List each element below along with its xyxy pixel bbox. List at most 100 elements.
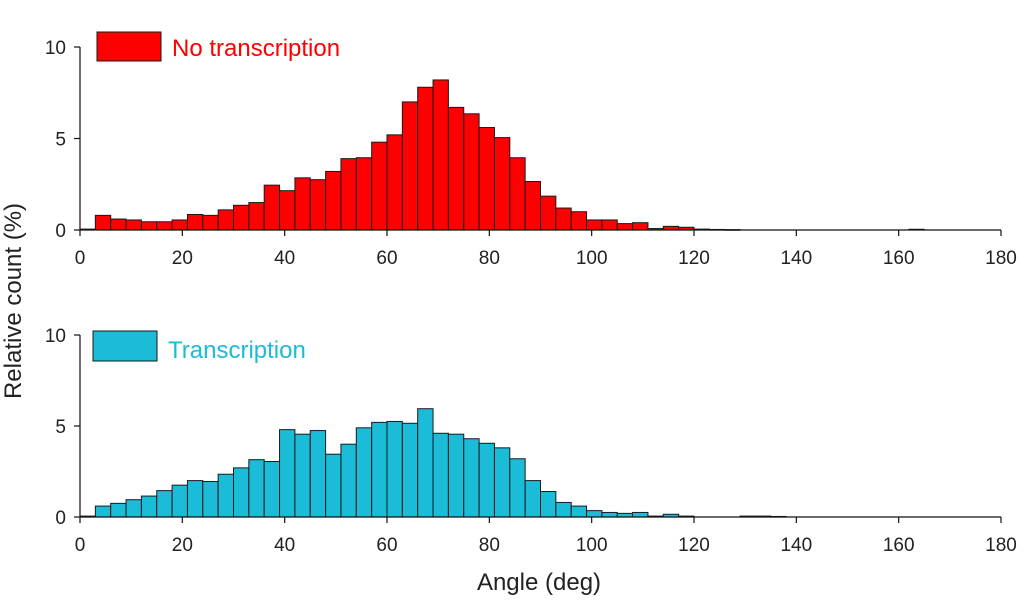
legend-swatch-no-transcription xyxy=(96,31,162,62)
histogram-bar xyxy=(156,221,173,231)
histogram-bar xyxy=(309,430,327,518)
histogram-bar xyxy=(355,157,373,231)
histogram-bar xyxy=(186,213,204,231)
x-tick-label: 60 xyxy=(376,248,397,269)
histogram-bar xyxy=(325,453,342,518)
x-tick-label: 140 xyxy=(780,535,812,556)
histogram-bar xyxy=(601,219,618,231)
histogram-bar xyxy=(202,481,219,518)
histogram-bar xyxy=(371,141,388,231)
bars-transcription xyxy=(79,408,787,518)
histogram-bar xyxy=(447,433,465,518)
histogram-bar xyxy=(294,433,311,518)
histogram-bar xyxy=(110,502,127,518)
histogram-bar xyxy=(186,480,204,518)
x-tick-label: 160 xyxy=(883,248,915,269)
histogram-bar xyxy=(248,202,265,231)
histogram-bar xyxy=(555,501,572,518)
histogram-bar xyxy=(94,505,112,518)
histogram-bar xyxy=(401,101,419,231)
panel-transcription: 0 20 40 60 80 100 120 140 160 180 0 5 10 Transcripti… xyxy=(45,326,1017,556)
x-tick-label: 80 xyxy=(479,248,500,269)
y-tick-label: 0 xyxy=(55,221,66,242)
y-axis-title: Relative count (%) xyxy=(0,203,27,399)
histogram-bar xyxy=(263,184,281,231)
x-tick-label: 20 xyxy=(172,248,193,269)
histogram-bar xyxy=(401,422,419,518)
axes-transcription: 0 20 40 60 80 100 120 140 160 180 0 5 10 xyxy=(45,326,1017,556)
x-tick-label: 160 xyxy=(883,535,915,556)
histogram-bar xyxy=(524,181,542,231)
histogram-bar xyxy=(340,443,357,518)
histogram-bar xyxy=(540,491,557,518)
histogram-bar xyxy=(279,429,296,518)
x-axis-title: Angle (deg) xyxy=(477,569,601,596)
histogram-bar xyxy=(125,499,142,518)
y-tick-label: 5 xyxy=(55,130,66,151)
x-tick-label: 40 xyxy=(274,535,295,556)
histogram-bar xyxy=(417,86,434,231)
y-tick-label: 10 xyxy=(45,38,66,59)
histogram-bar xyxy=(140,221,158,231)
x-tick-label: 140 xyxy=(780,248,812,269)
legend-swatch-transcription xyxy=(92,330,158,362)
histogram-bar xyxy=(524,480,542,518)
histogram-bar xyxy=(432,79,449,231)
x-tick-label: 180 xyxy=(985,248,1017,269)
histogram-bar xyxy=(447,106,465,231)
histogram-bar xyxy=(248,459,265,518)
legend-label-transcription: Transcription xyxy=(168,337,306,364)
histogram-bar xyxy=(156,490,173,518)
histogram-bar xyxy=(493,447,511,518)
histogram-bar xyxy=(386,420,403,518)
histogram-bar xyxy=(570,211,588,231)
x-tick-label: 80 xyxy=(479,535,500,556)
histogram-bar xyxy=(171,219,188,231)
y-tick-label: 5 xyxy=(55,417,66,438)
histogram-bar xyxy=(309,179,327,231)
histogram-bar xyxy=(217,473,234,518)
histogram-bar xyxy=(509,157,526,231)
histogram-bar xyxy=(509,458,526,518)
histogram-bar xyxy=(386,134,403,231)
bars-no-transcription xyxy=(79,79,925,231)
histogram-bar xyxy=(125,219,142,231)
histogram-bar xyxy=(279,190,296,231)
x-tick-label: 180 xyxy=(985,535,1017,556)
histogram-bar xyxy=(586,510,603,518)
histogram-bar xyxy=(94,214,112,231)
x-tick-label: 100 xyxy=(576,535,608,556)
histogram-bar xyxy=(570,505,588,518)
histogram-bar xyxy=(355,427,373,518)
axes-no-transcription: 0 20 40 60 80 100 120 140 160 180 0 5 10 xyxy=(45,38,1017,269)
histogram-bar xyxy=(540,195,557,231)
panel-no-transcription: 0 20 40 60 80 100 120 140 160 180 0 5 10 No transcri… xyxy=(45,31,1017,269)
histogram-bar xyxy=(171,484,188,518)
histogram-bar xyxy=(601,511,618,518)
x-tick-label: 20 xyxy=(172,535,193,556)
histogram-bar xyxy=(202,214,219,231)
x-tick-label: 0 xyxy=(75,535,86,556)
histogram-bar xyxy=(478,127,495,231)
legend-no-transcription: No transcription xyxy=(96,31,340,62)
histogram-bar xyxy=(233,467,250,518)
histogram-bar xyxy=(555,207,572,231)
legend-label-no-transcription: No transcription xyxy=(172,35,340,62)
histogram-bar xyxy=(340,158,357,231)
x-tick-label: 120 xyxy=(678,535,710,556)
histogram-bar xyxy=(140,495,158,518)
histogram-bar xyxy=(586,219,603,231)
histogram-bar xyxy=(371,421,388,518)
y-tick-label: 0 xyxy=(55,508,66,529)
histogram-bar xyxy=(616,223,634,231)
x-tick-label: 120 xyxy=(678,248,710,269)
histogram-bar xyxy=(233,204,250,231)
histogram-bar xyxy=(294,177,311,231)
histogram-bar xyxy=(263,460,281,518)
x-tick-label: 100 xyxy=(576,248,608,269)
histogram-bar xyxy=(217,209,234,231)
histogram-bar xyxy=(432,432,449,518)
histogram-bar xyxy=(493,137,511,231)
x-tick-label: 0 xyxy=(75,248,86,269)
